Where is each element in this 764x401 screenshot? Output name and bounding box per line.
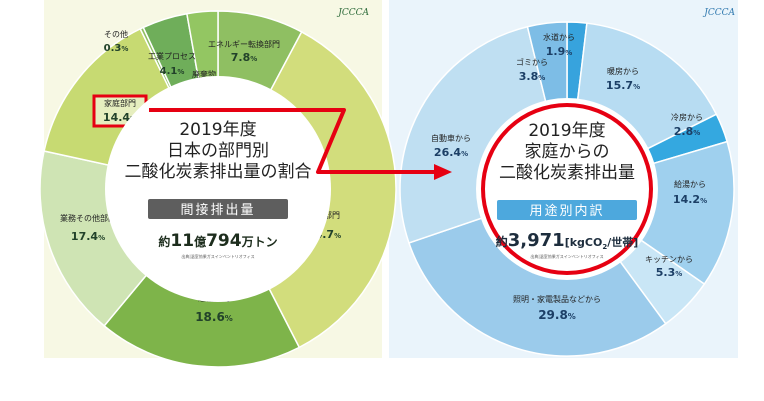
chart-2-value-label: 1.9% [546,45,573,58]
chart-1-value-label: 4.1% [160,66,185,77]
connector-arrow [149,108,452,180]
right-title-line-2: 家庭からの [525,142,610,162]
right-total-prefix: 約 [496,234,508,249]
chart-2-slice-label-5: キッチンから 5.3% [645,255,693,279]
right-total-big: 3,971 [508,230,565,251]
chart-2-value-label: 3.8% [519,70,546,83]
chart-1-category-label: 業務その他部門 [60,213,116,223]
chart-1-slice-label-6: その他 0.3% [104,29,129,54]
chart-1-slice-label-7: 工業プロセス 4.1% [148,51,196,77]
chart-2-value-label: 2.8% [674,125,701,138]
right-title-line-1: 2019年度 [528,121,605,141]
chart-2-category-label: 自動車から [431,133,471,143]
left-total-prefix: 約 [158,234,170,249]
right-source: 出典|温室効果ガスインベントリオフィス [530,253,603,259]
chart-1-slice-label-1: エネルギー転換部門 7.8% [208,39,280,64]
chart-2-slice-label-4: 給湯から 14.2% [673,179,707,206]
chart-2-slice-label-6: 照明・家電製品などから 29.8% [513,294,601,322]
right-title-line-3: 二酸化炭素排出量 [499,163,635,183]
chart-2-category-label: ゴミから [516,57,548,67]
left-total-mid-2: 万トン [241,235,278,249]
chart-1-value-label: 18.6% [195,310,233,324]
left-center-disc [105,76,331,302]
left-total-big-2: 794 [206,231,242,251]
chart-2-value-label: 14.2% [673,193,707,206]
left-total-mid-1: 億 [194,234,206,249]
chart-2-category-label: キッチンから [645,255,693,264]
right-total-unit-sub: 2 [602,243,607,251]
chart-1-category-label: 工業プロセス [148,51,196,61]
chart-2-category-label: 暖房から [607,66,639,76]
right-logo: JCCCA [702,8,735,18]
connector-line [149,108,434,174]
chart-2-slice-label-1: 水道から 1.9% [543,32,575,58]
right-chart-center: 2019年度 家庭からの 二酸化炭素排出量 用途別内訳 約3,971[kgCO2… [476,98,658,280]
left-total-big-1: 11 [170,231,194,251]
right-band-label: 用途別内訳 [529,203,604,219]
chart-2-category-label: 照明・家電製品などから [513,294,601,304]
left-band [148,199,288,219]
chart-1-value-label: 7.8% [231,51,258,64]
right-total-unit-a: [kgCO [565,236,603,249]
chart-2-category-label: 給湯から [674,179,706,189]
left-title-line-2: 日本の部門別 [167,141,269,161]
left-total: 約11億794万トン [158,231,277,251]
right-total: 約3,971[kgCO2/世帯] [496,230,639,251]
chart-2-slice-label-8: ゴミから 3.8% [516,57,548,83]
chart-2-slice-label-7: 自動車から 26.4% [431,133,471,159]
left-chart-center: 2019年度 日本の部門別 二酸化炭素排出量の割合 間接排出量 約11億794万… [105,76,331,302]
chart-2-slice-label-3: 冷房から 2.8% [671,112,703,138]
left-band-label: 間接排出量 [180,202,255,218]
chart-2-category-label: 水道から [543,32,575,42]
chart-1-category-label: その他 [104,29,128,39]
chart-2-value-label: 5.3% [656,266,683,279]
left-logo: JCCCA [336,8,369,18]
chart-2-category-label: 冷房から [671,112,703,122]
chart-2-slice-label-2: 暖房から 15.7% [606,66,640,92]
arrow-head [434,164,452,180]
right-center-disc [476,98,658,280]
left-source: 出典|温室効果ガスインベントリオフィス [181,253,254,259]
chart-2-value-label: 29.8% [538,308,576,322]
left-title-line-1: 2019年度 [179,120,256,140]
chart-1-category-label: エネルギー転換部門 [208,39,280,49]
chart-2-value-label: 26.4% [434,146,468,159]
left-title-line-3: 二酸化炭素排出量の割合 [125,162,312,182]
chart-1-value-label: 17.4% [71,230,105,243]
chart-1-category-label: 廃棄物 [192,69,216,79]
chart-1-slice-label-4: 業務その他部門 17.4% [60,213,116,243]
right-band [497,200,637,220]
right-highlight-ring [481,103,653,275]
right-total-unit-b: /世帯] [607,235,638,249]
chart-1-category-label: 家庭部門 [104,98,136,108]
chart-2-value-label: 15.7% [606,79,640,92]
chart-1-value-label: 0.3% [104,43,129,54]
